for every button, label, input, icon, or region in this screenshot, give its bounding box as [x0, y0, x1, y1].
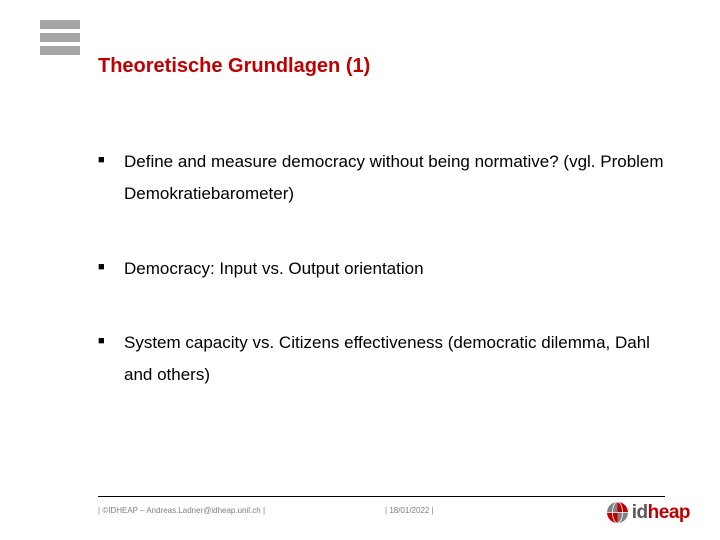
bullet-item: Define and measure democracy without bei… — [98, 146, 665, 211]
idheap-wordmark: idheap — [632, 502, 690, 524]
bar — [40, 20, 80, 29]
footer-copyright: | ©IDHEAP – Andreas.Ladner@idheap.unil.c… — [98, 506, 265, 515]
idheap-globe-icon — [606, 501, 629, 524]
bar — [40, 33, 80, 42]
logo-text-dark: id — [632, 502, 648, 524]
logo-text-red: heap — [648, 502, 690, 524]
footer-date: | 18/01/2022 | — [385, 506, 434, 515]
corner-logo-bars — [40, 20, 80, 55]
bullet-item: System capacity vs. Citizens effectivene… — [98, 327, 665, 392]
slide-title: Theoretische Grundlagen (1) — [98, 55, 370, 78]
bar — [40, 46, 80, 55]
footer-divider — [98, 496, 665, 497]
pipe-icon: | — [261, 506, 265, 515]
bullet-item: Democracy: Input vs. Output orientation — [98, 253, 665, 285]
bullet-list: Define and measure democracy without bei… — [98, 146, 665, 433]
pipe-icon: | — [429, 506, 433, 515]
idheap-logo: idheap — [606, 501, 690, 524]
